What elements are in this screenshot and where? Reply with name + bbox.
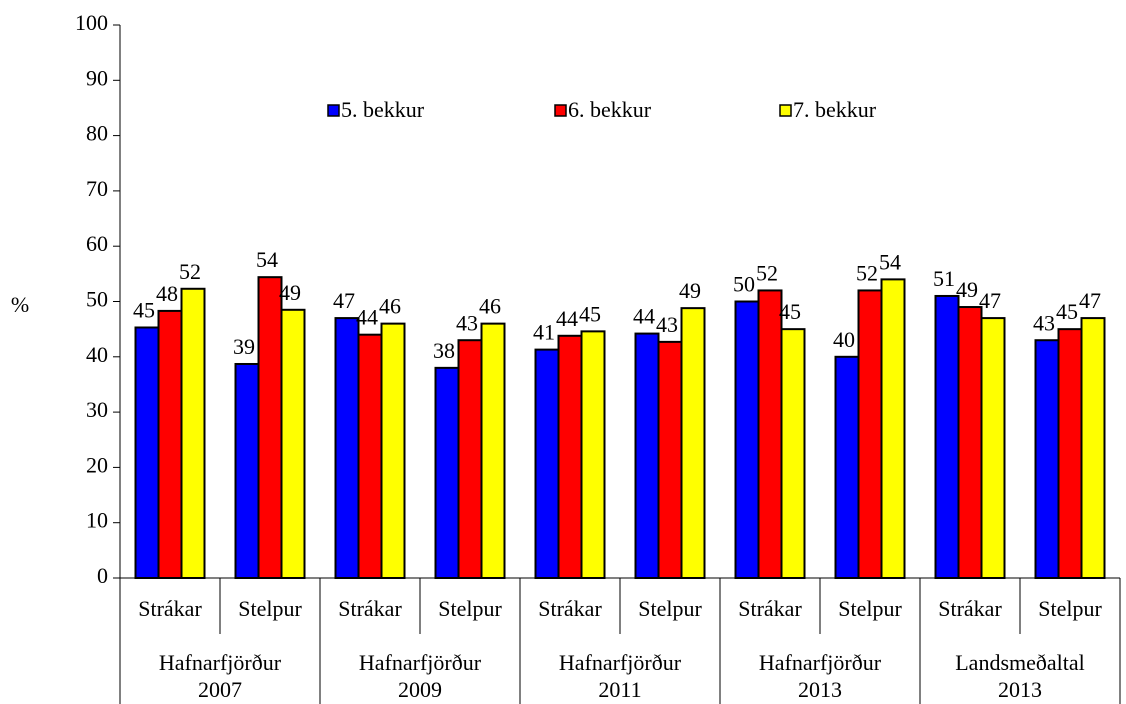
data-label: 44 (556, 306, 578, 331)
data-label: 49 (956, 277, 978, 302)
bar (1034, 339, 1060, 579)
x-tick-label: Stelpur (438, 596, 502, 621)
data-label: 54 (256, 247, 278, 272)
bar (957, 306, 983, 579)
y-axis-label: % (11, 292, 29, 317)
x-tick-label: Stelpur (1038, 596, 1102, 621)
x-tick-label: Stelpur (238, 596, 302, 621)
bar (880, 278, 906, 579)
x-tick-label: Stelpur (838, 596, 902, 621)
bar (534, 348, 560, 579)
y-tick-label: 80 (86, 121, 108, 146)
data-label: 52 (179, 259, 201, 284)
group-label: Hafnarfjörður 2007 (159, 650, 282, 702)
group-label: Landsmeðaltal 2013 (955, 650, 1085, 702)
data-label: 39 (233, 334, 255, 359)
legend-swatch (779, 104, 792, 117)
data-label: 40 (833, 327, 855, 352)
legend-label: 6. bekkur (568, 97, 652, 122)
bar (334, 317, 360, 579)
bar (357, 333, 383, 579)
data-label: 43 (456, 310, 478, 335)
bar (1057, 328, 1083, 579)
data-label: 52 (756, 260, 778, 285)
data-label: 44 (633, 304, 655, 329)
data-label: 52 (856, 260, 878, 285)
data-label: 50 (733, 272, 755, 297)
data-label: 46 (479, 294, 501, 319)
bar (134, 326, 160, 579)
y-tick-label: 100 (75, 10, 108, 35)
y-tick-label: 10 (86, 508, 108, 533)
y-tick-label: 70 (86, 176, 108, 201)
y-tick-label: 90 (86, 65, 108, 90)
y-tick-label: 0 (97, 563, 108, 588)
data-label: 48 (156, 281, 178, 306)
bar (180, 287, 206, 579)
bar (834, 355, 860, 579)
y-tick-label: 20 (86, 452, 108, 477)
bar (380, 322, 406, 579)
bar (780, 328, 806, 579)
data-label: 45 (1056, 299, 1078, 324)
y-tick-label: 40 (86, 342, 108, 367)
data-label: 54 (879, 249, 901, 274)
legend-label: 5. bekkur (341, 97, 425, 122)
bar (434, 366, 460, 579)
data-label: 51 (933, 266, 955, 291)
data-label: 47 (1079, 288, 1101, 313)
bar (457, 339, 483, 579)
bar (934, 294, 960, 579)
data-label: 47 (333, 288, 355, 313)
bar (257, 276, 283, 579)
bar (580, 330, 606, 579)
data-label: 49 (679, 278, 701, 303)
bar (980, 317, 1006, 579)
x-tick-label: Strákar (338, 596, 402, 621)
x-tick-label: Strákar (938, 596, 1002, 621)
y-tick-label: 60 (86, 231, 108, 256)
data-label: 38 (433, 338, 455, 363)
bar (657, 340, 683, 579)
x-tick-label: Strákar (538, 596, 602, 621)
bar (680, 307, 706, 579)
bar (480, 322, 506, 579)
x-tick-label: Strákar (138, 596, 202, 621)
bar (857, 289, 883, 579)
group-label: Hafnarfjörður 2009 (359, 650, 482, 702)
bar (634, 332, 660, 579)
legend-swatch (554, 104, 567, 117)
data-label: 45 (779, 299, 801, 324)
data-label: 43 (656, 312, 678, 337)
legend-label: 7. bekkur (793, 97, 877, 122)
bar (157, 309, 183, 579)
bar (757, 289, 783, 579)
data-label: 43 (1033, 310, 1055, 335)
bar (1080, 317, 1106, 579)
bar (734, 300, 760, 579)
legend-swatch (327, 104, 340, 117)
data-label: 45 (579, 301, 601, 326)
group-label: Hafnarfjörður 2011 (559, 650, 682, 702)
bar (557, 334, 583, 580)
data-label: 44 (356, 305, 378, 330)
data-label: 45 (133, 298, 155, 323)
data-label: 46 (379, 294, 401, 319)
x-tick-label: Strákar (738, 596, 802, 621)
bar (234, 362, 260, 580)
bar (280, 308, 306, 579)
y-tick-label: 50 (86, 287, 108, 312)
data-label: 49 (279, 280, 301, 305)
x-tick-label: Stelpur (638, 596, 702, 621)
data-label: 47 (979, 288, 1001, 313)
group-label: Hafnarfjörður 2013 (759, 650, 882, 702)
y-tick-label: 30 (86, 397, 108, 422)
data-label: 41 (533, 320, 555, 345)
